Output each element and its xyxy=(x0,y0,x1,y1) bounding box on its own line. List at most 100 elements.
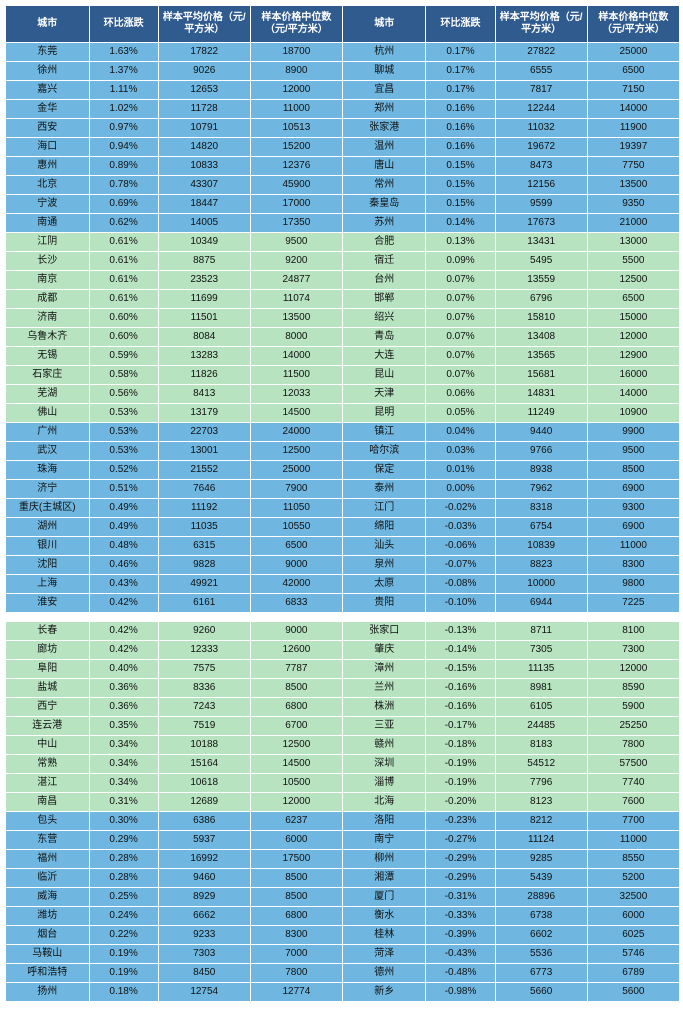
avg-cell: 8875 xyxy=(158,252,250,271)
avg-cell: 7817 xyxy=(495,81,587,100)
chg-cell: 0.24% xyxy=(89,907,158,926)
med-cell: 11074 xyxy=(250,290,342,309)
col-city: 城市 xyxy=(6,6,90,43)
table-row: 徐州1.37%90268900聊城0.17%65556500 xyxy=(6,62,680,81)
chg-cell: -0.29% xyxy=(426,850,495,869)
chg-cell: 0.15% xyxy=(426,176,495,195)
avg-cell: 15810 xyxy=(495,309,587,328)
city-cell: 邯郸 xyxy=(342,290,426,309)
city-cell: 湘潭 xyxy=(342,869,426,888)
med-cell: 17000 xyxy=(250,195,342,214)
chg-cell: 0.07% xyxy=(426,309,495,328)
med-cell: 12600 xyxy=(250,641,342,660)
table-row: 长春0.42%92609000张家口-0.13%87118100 xyxy=(6,622,680,641)
chg-cell: 0.46% xyxy=(89,556,158,575)
city-cell: 漳州 xyxy=(342,660,426,679)
table-row: 石家庄0.58%1182611500昆山0.07%1568116000 xyxy=(6,366,680,385)
med-cell: 25000 xyxy=(250,461,342,480)
chg-cell: 0.34% xyxy=(89,736,158,755)
chg-cell: -0.33% xyxy=(426,907,495,926)
avg-cell: 13431 xyxy=(495,233,587,252)
chg-cell: 0.51% xyxy=(89,480,158,499)
med-cell: 9500 xyxy=(587,442,679,461)
city-cell: 深圳 xyxy=(342,755,426,774)
avg-cell: 8413 xyxy=(158,385,250,404)
table-row: 马鞍山0.19%73037000菏泽-0.43%55365746 xyxy=(6,945,680,964)
med-cell: 14000 xyxy=(587,100,679,119)
table-row: 武汉0.53%1300112500哈尔滨0.03%97669500 xyxy=(6,442,680,461)
med-cell: 8500 xyxy=(250,869,342,888)
avg-cell: 7962 xyxy=(495,480,587,499)
table-row: 连云港0.35%75196700三亚-0.17%2448525250 xyxy=(6,717,680,736)
chg-cell: 0.17% xyxy=(426,62,495,81)
city-cell: 天津 xyxy=(342,385,426,404)
city-cell: 台州 xyxy=(342,271,426,290)
chg-cell: 0.59% xyxy=(89,347,158,366)
med-cell: 8100 xyxy=(587,622,679,641)
chg-cell: -0.19% xyxy=(426,755,495,774)
med-cell: 11000 xyxy=(587,831,679,850)
med-cell: 8500 xyxy=(587,461,679,480)
avg-cell: 10791 xyxy=(158,119,250,138)
med-cell: 14000 xyxy=(587,385,679,404)
table-row: 沈阳0.46%98289000泉州-0.07%88238300 xyxy=(6,556,680,575)
med-cell: 32500 xyxy=(587,888,679,907)
med-cell: 45900 xyxy=(250,176,342,195)
chg-cell: -0.43% xyxy=(426,945,495,964)
avg-cell: 9285 xyxy=(495,850,587,869)
chg-cell: 0.07% xyxy=(426,271,495,290)
avg-cell: 6773 xyxy=(495,964,587,983)
table-row: 上海0.43%4992142000太原-0.08%100009800 xyxy=(6,575,680,594)
table-row: 南京0.61%2352324877台州0.07%1355912500 xyxy=(6,271,680,290)
city-cell: 石家庄 xyxy=(6,366,90,385)
avg-cell: 7575 xyxy=(158,660,250,679)
chg-cell: 0.40% xyxy=(89,660,158,679)
chg-cell: 0.28% xyxy=(89,869,158,888)
city-cell: 佛山 xyxy=(6,404,90,423)
city-cell: 衡水 xyxy=(342,907,426,926)
avg-cell: 13283 xyxy=(158,347,250,366)
city-cell: 徐州 xyxy=(6,62,90,81)
avg-cell: 8183 xyxy=(495,736,587,755)
med-cell: 6025 xyxy=(587,926,679,945)
chg-cell: 0.25% xyxy=(89,888,158,907)
med-cell: 6789 xyxy=(587,964,679,983)
med-cell: 13000 xyxy=(587,233,679,252)
city-cell: 扬州 xyxy=(6,983,90,1002)
city-cell: 合肥 xyxy=(342,233,426,252)
col-avg: 样本平均价格（元/平方米） xyxy=(158,6,250,43)
avg-cell: 18447 xyxy=(158,195,250,214)
city-cell: 镇江 xyxy=(342,423,426,442)
med-cell: 25250 xyxy=(587,717,679,736)
table-row: 银川0.48%63156500汕头-0.06%1083911000 xyxy=(6,537,680,556)
avg-cell: 9260 xyxy=(158,622,250,641)
avg-cell: 6602 xyxy=(495,926,587,945)
city-cell: 银川 xyxy=(6,537,90,556)
chg-cell: 0.60% xyxy=(89,328,158,347)
chg-cell: -0.23% xyxy=(426,812,495,831)
city-cell: 张家口 xyxy=(342,622,426,641)
med-cell: 14500 xyxy=(250,755,342,774)
med-cell: 14000 xyxy=(250,347,342,366)
chg-cell: 0.16% xyxy=(426,119,495,138)
city-cell: 长沙 xyxy=(6,252,90,271)
chg-cell: 1.02% xyxy=(89,100,158,119)
med-cell: 12900 xyxy=(587,347,679,366)
price-table-2: 长春0.42%92609000张家口-0.13%87118100廊坊0.42%1… xyxy=(4,620,681,1003)
city-cell: 南宁 xyxy=(342,831,426,850)
chg-cell: 0.49% xyxy=(89,499,158,518)
chg-cell: 0.16% xyxy=(426,100,495,119)
avg-cell: 11249 xyxy=(495,404,587,423)
avg-cell: 13408 xyxy=(495,328,587,347)
avg-cell: 21552 xyxy=(158,461,250,480)
chg-cell: 0.07% xyxy=(426,290,495,309)
table-row: 东莞1.63%1782218700杭州0.17%2782225000 xyxy=(6,43,680,62)
med-cell: 24877 xyxy=(250,271,342,290)
city-cell: 阜阳 xyxy=(6,660,90,679)
avg-cell: 43307 xyxy=(158,176,250,195)
chg-cell: -0.17% xyxy=(426,717,495,736)
city-cell: 武汉 xyxy=(6,442,90,461)
table-row: 烟台0.22%92338300桂林-0.39%66026025 xyxy=(6,926,680,945)
med-cell: 12376 xyxy=(250,157,342,176)
chg-cell: 0.42% xyxy=(89,622,158,641)
